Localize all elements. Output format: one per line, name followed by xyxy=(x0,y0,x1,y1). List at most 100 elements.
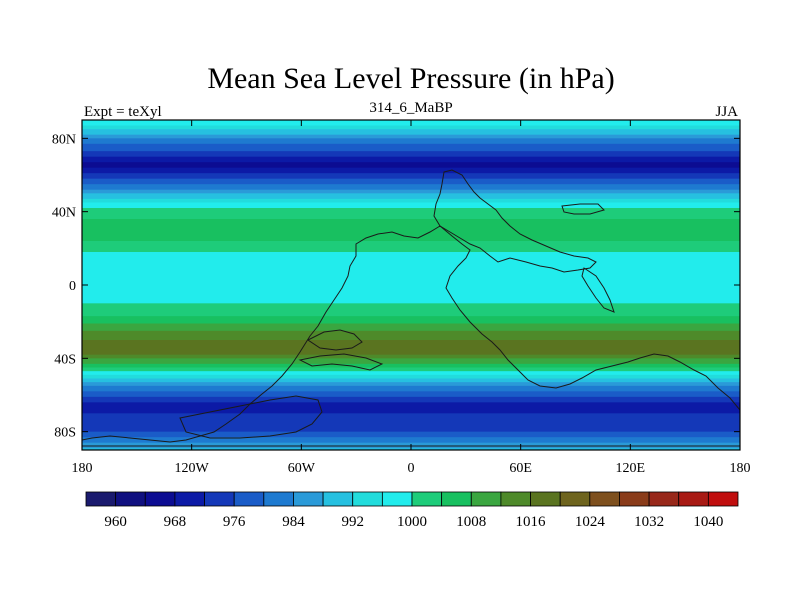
pressure-band xyxy=(82,303,740,306)
pressure-band xyxy=(82,261,740,264)
pressure-band xyxy=(82,382,740,385)
pressure-band xyxy=(82,305,740,308)
pressure-band xyxy=(82,268,740,271)
pressure-band xyxy=(82,325,740,328)
pressure-band xyxy=(82,171,740,174)
pressure-band xyxy=(82,252,740,255)
season-label: JJA xyxy=(715,104,738,120)
pressure-band xyxy=(82,270,740,273)
pressure-band xyxy=(82,362,740,365)
pressure-band xyxy=(82,338,740,341)
pressure-band xyxy=(82,354,740,358)
pressure-band xyxy=(82,127,740,130)
pressure-band xyxy=(82,222,740,226)
pressure-band xyxy=(82,220,740,224)
longitude-axis: 180 120W 60W 0 60E 120E 180 xyxy=(72,120,751,476)
pressure-band xyxy=(82,164,740,167)
pressure-band xyxy=(82,272,740,275)
pressure-band xyxy=(82,213,740,216)
pressure-band xyxy=(82,417,740,420)
lon-tick-label: 120W xyxy=(175,461,210,476)
colorbar-swatch xyxy=(470,491,502,507)
colorbar-swatch xyxy=(263,491,294,507)
pressure-band xyxy=(82,186,740,189)
pressure-band xyxy=(82,175,740,178)
pressure-band xyxy=(82,279,740,282)
pressure-band xyxy=(82,255,740,259)
pressure-band xyxy=(82,400,740,403)
pressure-band xyxy=(82,373,740,376)
pressure-band xyxy=(82,283,740,286)
pressure-band xyxy=(82,290,740,293)
coastline-southern-rim xyxy=(298,353,384,371)
pressure-band xyxy=(82,281,740,284)
pressure-band xyxy=(82,226,740,229)
colorbar-swatch xyxy=(174,491,205,507)
pressure-band xyxy=(82,154,740,158)
lon-tick-label: 120E xyxy=(616,461,646,476)
pressure-band xyxy=(82,131,740,134)
pressure-band xyxy=(82,239,740,242)
pressure-band xyxy=(82,411,740,414)
pressure-band xyxy=(82,142,740,145)
pressure-band xyxy=(82,178,740,182)
pressure-band xyxy=(82,237,740,240)
colorbar-swatch xyxy=(530,491,561,507)
colorbar-swatch xyxy=(619,491,650,507)
pressure-band xyxy=(82,158,740,161)
pressure-band xyxy=(82,197,740,200)
lat-tick-label: 40N xyxy=(52,206,76,221)
pressure-band xyxy=(82,125,740,128)
pressure-band xyxy=(82,385,740,389)
pressure-band xyxy=(82,378,740,381)
pressure-band xyxy=(82,169,740,172)
pressure-band xyxy=(82,369,740,372)
pressure-band xyxy=(82,248,740,251)
pressure-band xyxy=(82,358,740,361)
colorbar-label: 992 xyxy=(341,514,364,530)
pressure-band xyxy=(82,285,740,288)
colorbar-swatch xyxy=(648,491,680,507)
coastline-west-lobe xyxy=(307,329,363,351)
pressure-band xyxy=(82,374,740,378)
pressure-band xyxy=(82,189,740,193)
pressure-band xyxy=(82,321,740,325)
pressure-band xyxy=(82,288,740,292)
pressure-band xyxy=(82,393,740,396)
pressure-band xyxy=(82,296,740,299)
lat-tick-label: 0 xyxy=(69,279,76,294)
lon-tick-label: 60E xyxy=(509,461,532,476)
coastline-antarctic-inner xyxy=(179,395,323,439)
colorbar-swatch xyxy=(352,491,383,507)
pressure-band xyxy=(82,266,740,270)
pressure-band xyxy=(82,367,740,370)
colorbar-swatch xyxy=(115,491,146,507)
pressure-band xyxy=(82,241,740,244)
pressure-band xyxy=(82,301,740,304)
pressure-band xyxy=(82,391,740,394)
pressure-band xyxy=(82,297,740,301)
period-label: 314_6_MaBP xyxy=(369,100,452,116)
pressure-band xyxy=(82,165,740,169)
pressure-band xyxy=(82,253,740,257)
lon-tick-label: 0 xyxy=(408,461,415,476)
experiment-label: Expt = teXyl xyxy=(84,104,162,120)
pressure-band xyxy=(82,149,740,152)
pressure-band xyxy=(82,219,740,222)
pressure-band xyxy=(82,215,740,218)
coastlines xyxy=(82,169,740,447)
pressure-band xyxy=(82,138,740,141)
pressure-band xyxy=(82,380,740,383)
pressure-band xyxy=(82,418,740,422)
latitude-axis: 80N 40N 0 40S 80S xyxy=(52,132,740,441)
pressure-band xyxy=(82,292,740,295)
pressure-band xyxy=(82,310,740,314)
pressure-band xyxy=(82,299,740,303)
pressure-band xyxy=(82,314,740,317)
pressure-band xyxy=(82,200,740,204)
pressure-band xyxy=(82,319,740,323)
pressure-band xyxy=(82,140,740,143)
pressure-band xyxy=(82,257,740,260)
pressure-band xyxy=(82,202,740,205)
pressure-band xyxy=(82,160,740,163)
